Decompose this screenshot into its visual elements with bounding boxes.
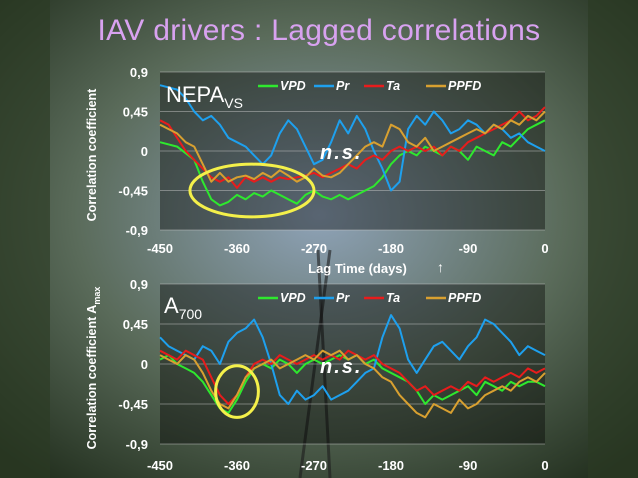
y-tick-label: -0,9: [126, 223, 148, 238]
series-line-vpd: [159, 119, 546, 207]
legend-label-pr: Pr: [336, 291, 350, 305]
y-tick-label: 0: [141, 144, 148, 159]
x-tick-label: -90: [459, 241, 478, 256]
legend-label-ppfd: PPFD: [448, 291, 481, 305]
y-tick-label: 0: [141, 357, 148, 372]
highlight-ellipse: [214, 364, 260, 419]
x-tick-label: -180: [378, 241, 404, 256]
x-tick-label: -180: [378, 458, 404, 473]
chart-nepa: 0,9 0,45 0 -0,45 -0,9 -450 -360 -270 -180 -90 0 Cor…: [85, 65, 549, 276]
series-line-ppfd: [159, 110, 546, 183]
x-axis-arrow: ↑: [437, 259, 444, 275]
y-tick-label: 0,45: [123, 317, 148, 332]
panel-label-sub: VS: [224, 95, 243, 111]
y-tick-label: 0,45: [123, 105, 148, 120]
legend-label-ta: Ta: [386, 79, 400, 93]
y-axis-label: Correlation coefficient Amax: [85, 287, 102, 450]
y-tick-label: -0,45: [118, 397, 148, 412]
x-tick-label: -360: [224, 241, 250, 256]
legend-label-vpd: VPD: [280, 79, 306, 93]
series-line-ta: [159, 349, 546, 405]
x-axis-label: Lag Time (days): [308, 261, 407, 276]
y-tick-label: -0,45: [118, 184, 148, 199]
y-axis-label: Correlation coefficient: [85, 88, 99, 221]
x-tick-label: -90: [459, 458, 478, 473]
panel-label-sub: 700: [179, 306, 203, 322]
x-tick-label: -450: [147, 241, 173, 256]
ns-annotation: n.s.: [320, 356, 362, 378]
series-line-pr: [159, 314, 546, 405]
plot-area: [160, 284, 545, 444]
legend-label-vpd: VPD: [280, 291, 306, 305]
y-axis-label-sub: max: [92, 287, 102, 305]
slide-title: IAV drivers : Lagged correlations: [97, 14, 541, 47]
legend-label-pr: Pr: [336, 79, 350, 93]
x-tick-label: -270: [301, 458, 327, 473]
highlight-ellipse: [188, 162, 316, 219]
series-line-pr: [159, 84, 546, 192]
y-tick-label: 0,9: [130, 65, 148, 80]
x-tick-label: -270: [301, 241, 327, 256]
x-tick-label: -450: [147, 458, 173, 473]
y-tick-label: -0,9: [126, 437, 148, 452]
series-line-ppfd: [159, 349, 546, 419]
x-tick-label: -360: [224, 458, 250, 473]
y-tick-label: 0,9: [130, 277, 148, 292]
legend-label-ppfd: PPFD: [448, 79, 481, 93]
x-tick-label: 0: [541, 241, 548, 256]
x-tick-label: 0: [541, 458, 548, 473]
ns-annotation: n.s.: [320, 142, 362, 164]
series-line-ta: [159, 106, 546, 189]
legend-label-ta: Ta: [386, 291, 400, 305]
chart-amax: 0,9 0,45 0 -0,45 -0,9 -450 -360 -270 -180 -90 0 Cor…: [85, 277, 549, 473]
